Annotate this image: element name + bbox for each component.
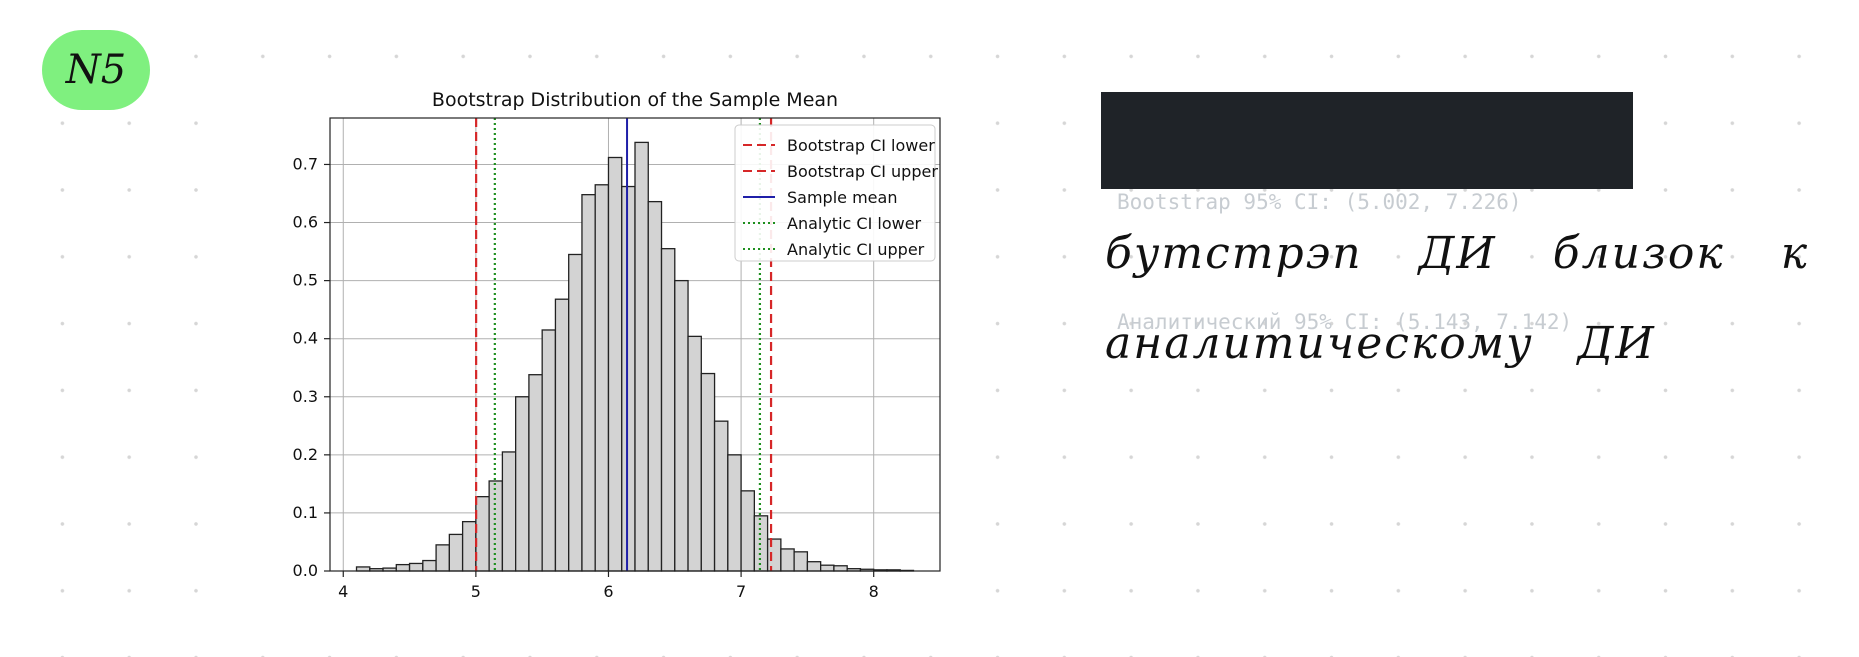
histogram-bar	[634, 141, 649, 572]
histogram-bar	[766, 538, 782, 572]
legend-label: Bootstrap CI lower	[787, 136, 935, 155]
histogram-bar	[621, 185, 636, 572]
histogram-bar	[448, 533, 464, 572]
chart-svg: Bootstrap Distribution of the Sample Mea…	[293, 89, 941, 601]
histogram-bar	[515, 396, 530, 572]
legend-label: Sample mean	[787, 188, 897, 207]
histogram-bar	[422, 559, 437, 572]
histogram-bar	[395, 563, 411, 572]
console-line-analytic-ci: Аналитический 95% CI: (5.143, 7.142)	[1117, 310, 1573, 334]
histogram-bar	[660, 248, 676, 572]
bootstrap-chart: Bootstrap Distribution of the Sample Mea…	[260, 80, 960, 610]
histogram-bar	[687, 335, 702, 572]
histogram-bar	[727, 454, 742, 572]
histogram-bar	[674, 279, 689, 572]
histogram-bar	[355, 566, 371, 572]
histogram-bar	[541, 329, 557, 572]
x-tick-label: 4	[338, 582, 348, 601]
task-number-label: N5	[65, 47, 127, 93]
console-output: Bootstrap 95% CI: (5.002, 7.226) Аналити…	[1101, 92, 1633, 334]
x-tick-label: 8	[869, 582, 879, 601]
chart-title: Bootstrap Distribution of the Sample Mea…	[432, 89, 838, 111]
histogram-bar	[475, 496, 490, 572]
histogram-bar	[581, 194, 596, 572]
histogram-bar	[461, 520, 477, 572]
y-tick-label: 0.7	[293, 154, 318, 173]
x-tick-label: 6	[603, 582, 613, 601]
histogram-bar	[435, 544, 450, 572]
note-line-1: бутстрэп ДИ близок к	[1105, 228, 1809, 279]
histogram-bar	[806, 561, 822, 572]
legend-label: Analytic CI lower	[787, 214, 922, 233]
histogram-bar	[713, 420, 729, 572]
legend-box	[734, 124, 936, 262]
y-tick-label: 0.4	[293, 329, 318, 348]
plot-frame	[329, 117, 941, 572]
histogram-bar	[607, 156, 623, 572]
histogram-bar	[408, 562, 424, 572]
histogram-bar	[647, 200, 663, 572]
histogram-bar	[501, 451, 517, 572]
histogram-bar	[820, 564, 835, 572]
histogram-bar	[594, 184, 610, 572]
histogram-bar	[793, 551, 809, 572]
histogram-bar	[780, 548, 795, 572]
x-tick-label: 5	[471, 582, 481, 601]
histogram-bar	[700, 372, 716, 572]
console-line-bootstrap-ci: Bootstrap 95% CI: (5.002, 7.226)	[1117, 190, 1522, 214]
legend-label: Analytic CI upper	[787, 240, 925, 259]
y-tick-label: 0.3	[293, 387, 318, 406]
histogram-bar	[740, 490, 755, 572]
x-tick-label: 7	[736, 582, 746, 601]
histogram-bar	[568, 253, 583, 572]
y-tick-label: 0.6	[293, 213, 318, 232]
y-tick-label: 0.2	[293, 445, 318, 464]
y-tick-label: 0.1	[293, 503, 318, 522]
note-line-2: аналитическому ДИ	[1105, 318, 1656, 369]
task-number-badge: N5	[42, 30, 150, 110]
y-tick-label: 0.5	[293, 271, 318, 290]
histogram-bar	[554, 298, 570, 572]
handwritten-note: бутстрэп ДИ близок к аналитическому ДИ	[1105, 228, 1807, 428]
legend-label: Bootstrap CI upper	[787, 162, 938, 181]
histogram-bar	[528, 374, 543, 572]
y-tick-label: 0.0	[293, 561, 318, 580]
histogram-bar	[833, 565, 848, 572]
